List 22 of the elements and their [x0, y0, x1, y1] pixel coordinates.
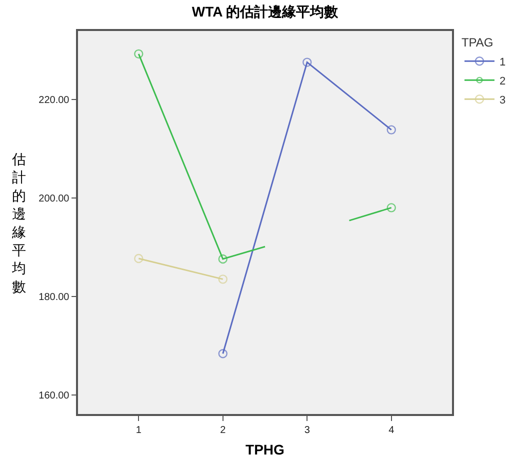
- point: [134, 49, 144, 59]
- y-axis-title: 估計的邊緣平均數: [11, 151, 26, 294]
- y-tick-label: 180.00: [38, 292, 70, 303]
- legend-label: 1: [499, 56, 506, 68]
- point: [386, 125, 396, 134]
- chart-title: WTA 的估計邊緣平均數: [192, 4, 340, 20]
- x-tick-label: 4: [388, 424, 395, 436]
- y-tick-label: 220.00: [38, 94, 70, 106]
- y-tick-label: 200.00: [38, 193, 70, 204]
- point: [218, 254, 228, 264]
- point: [218, 349, 228, 358]
- legend-title: TPAG: [461, 36, 494, 50]
- x-axis-title: TPHG: [246, 442, 285, 458]
- y-tick-label: 160.00: [38, 390, 70, 402]
- point: [134, 254, 144, 264]
- x-tick-label: 1: [136, 424, 142, 436]
- point: [302, 58, 312, 67]
- point: [218, 274, 228, 284]
- x-tick-label: 2: [220, 424, 226, 436]
- legend-label: 2: [499, 75, 506, 88]
- x-tick-label: 3: [304, 424, 310, 436]
- legend-label: 3: [499, 94, 506, 106]
